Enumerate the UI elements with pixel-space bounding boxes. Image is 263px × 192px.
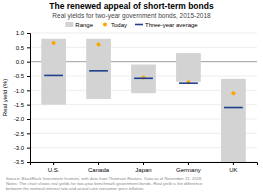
dot bbox=[97, 42, 101, 46]
average-mark bbox=[44, 75, 63, 77]
y-tick-mark bbox=[27, 33, 30, 34]
y-tick-label: -3.5 bbox=[14, 159, 25, 165]
legend-swatch bbox=[65, 22, 73, 27]
y-tick-label: -2.0 bbox=[14, 116, 25, 122]
grid bbox=[30, 33, 257, 162]
y-tick-label: -3.0 bbox=[14, 145, 25, 151]
y-tick-mark bbox=[27, 90, 30, 91]
range-bar bbox=[41, 39, 66, 105]
series bbox=[44, 71, 243, 108]
y-tick-mark bbox=[27, 76, 30, 77]
subtitle: Real yields for two-year government bond… bbox=[52, 12, 211, 20]
y-tick: -1.0 bbox=[14, 88, 30, 94]
dot bbox=[52, 41, 56, 45]
x-tick-mark bbox=[143, 162, 144, 165]
y-tick-label: -0.5 bbox=[14, 73, 25, 79]
y-tick: -3.5 bbox=[14, 159, 30, 165]
x-tick-label: Canada bbox=[88, 167, 110, 173]
legend: Range Today Three-year average bbox=[65, 22, 198, 28]
y-tick-mark bbox=[27, 133, 30, 134]
x-tick: Canada bbox=[88, 162, 110, 173]
plot: 1.0 0.5 0.0 -0.5 -1.0 -1.5 -2.0 -2.5 -3.0 -3.5 U.S… bbox=[14, 30, 258, 173]
x-tick-label: Germany bbox=[176, 167, 201, 173]
x-tick-mark bbox=[233, 162, 234, 165]
y-tick: -2.5 bbox=[14, 131, 30, 137]
y-tick-mark bbox=[27, 162, 30, 163]
y-axis: 1.0 0.5 0.0 -0.5 -1.0 -1.5 -2.0 -2.5 -3.0 -3.5 bbox=[14, 30, 31, 165]
legend-label: Three-year average bbox=[145, 22, 198, 28]
x-tick-label: U.S. bbox=[48, 167, 60, 173]
range-bar bbox=[131, 65, 156, 94]
legend-item: Three-year average bbox=[135, 22, 198, 28]
y-tick: -1.5 bbox=[14, 102, 30, 108]
y-tick-mark bbox=[27, 119, 30, 120]
y-tick: 0.0 bbox=[16, 59, 30, 65]
legend-swatch bbox=[103, 23, 107, 27]
x-axis: U.S. Canada Japan Germany UK bbox=[31, 162, 258, 173]
average-mark bbox=[224, 107, 243, 109]
x-tick: UK bbox=[229, 162, 237, 173]
x-tick: Japan bbox=[135, 162, 151, 173]
x-tick: Germany bbox=[176, 162, 201, 173]
marks bbox=[41, 39, 246, 162]
range-bar bbox=[221, 79, 246, 162]
x-tick-mark bbox=[98, 162, 99, 165]
average-mark bbox=[134, 77, 153, 79]
chart: The renewed appeal of short-term bondsRe… bbox=[0, 0, 263, 192]
y-tick-label: 0.0 bbox=[16, 59, 25, 65]
y-tick: 1.0 bbox=[16, 30, 30, 36]
y-tick-label: -1.0 bbox=[14, 88, 25, 94]
x-tick-label: Japan bbox=[135, 167, 151, 173]
title: The renewed appeal of short-term bonds bbox=[49, 1, 214, 11]
y-tick: -2.0 bbox=[14, 116, 30, 122]
y-tick-label: -2.5 bbox=[14, 131, 25, 137]
legend-label: Range bbox=[75, 22, 93, 28]
source: Source: BlackRock Investment Institute, … bbox=[6, 176, 203, 191]
grid-line bbox=[30, 33, 257, 34]
dot bbox=[231, 91, 235, 95]
x-tick: U.S. bbox=[48, 162, 60, 173]
series bbox=[52, 41, 236, 95]
x-tick-mark bbox=[188, 162, 189, 165]
average-mark bbox=[89, 70, 108, 72]
y-tick-label: 0.5 bbox=[16, 45, 25, 51]
x-tick-mark bbox=[53, 162, 54, 165]
y-tick-mark bbox=[27, 148, 30, 149]
series bbox=[41, 39, 246, 162]
legend-item: Range bbox=[65, 22, 93, 28]
y-tick: -3.0 bbox=[14, 145, 30, 151]
y-axis-line bbox=[27, 34, 31, 163]
y-tick-mark bbox=[27, 62, 30, 63]
y-axis-title: Real yield (%) bbox=[2, 79, 8, 116]
legend-label: Today bbox=[111, 22, 127, 28]
range-bar bbox=[86, 39, 111, 99]
y-tick: 0.5 bbox=[16, 45, 30, 51]
legend-swatch bbox=[135, 24, 143, 26]
y-tick-label: -1.5 bbox=[14, 102, 25, 108]
y-tick: -0.5 bbox=[14, 73, 30, 79]
y-tick-mark bbox=[27, 105, 30, 106]
y-tick-label: 1.0 bbox=[16, 30, 25, 36]
range-bar bbox=[176, 53, 201, 82]
x-tick-label: UK bbox=[229, 167, 237, 173]
average-mark bbox=[179, 82, 198, 84]
legend-item: Today bbox=[103, 22, 127, 28]
x-axis-line bbox=[31, 163, 258, 166]
y-tick-mark bbox=[27, 47, 30, 48]
